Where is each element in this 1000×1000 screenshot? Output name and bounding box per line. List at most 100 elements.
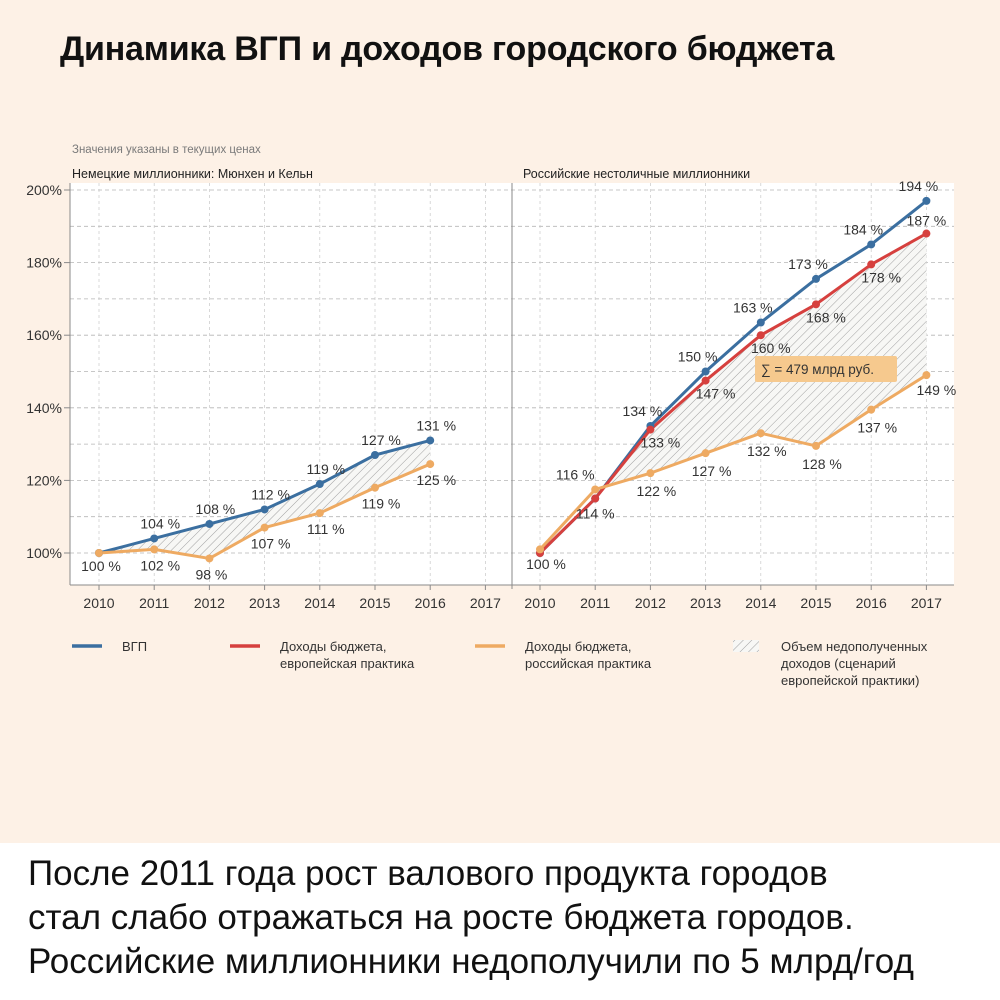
- data-label-gdp: 163 %: [733, 299, 773, 315]
- data-label-budget_ru: 127 %: [692, 463, 732, 479]
- data-point-budget_ru: [205, 554, 214, 563]
- data-point-gdp: [922, 196, 931, 205]
- data-label-budget_ru: 128 %: [802, 456, 842, 472]
- x-tick-label: 2011: [139, 595, 169, 611]
- data-point-budget_ru: [867, 405, 876, 414]
- y-tick-label: 100%: [26, 545, 62, 561]
- legend-label-budget_eu: европейская практика: [280, 656, 415, 671]
- y-tick-label: 140%: [26, 400, 62, 416]
- chart-note: Значения указаны в текущих ценах: [72, 144, 261, 156]
- data-label-budget_eu: 147 %: [696, 386, 736, 402]
- legend-label-budget_ru: Доходы бюджета,: [525, 639, 632, 654]
- data-label-budget_ru: 98 %: [195, 566, 227, 582]
- data-label-gdp: 173 %: [788, 256, 828, 272]
- data-point-gdp: [426, 436, 435, 445]
- data-point-budget_eu: [756, 331, 765, 340]
- caption-line-1: После 2011 года рост валового продукта г…: [28, 854, 828, 893]
- data-label-gdp: 184 %: [843, 221, 883, 237]
- x-tick-label: 2010: [524, 595, 555, 611]
- data-label-budget_ru: 132 %: [747, 443, 787, 459]
- data-point-budget_ru: [95, 549, 103, 557]
- page-title: Динамика ВГП и доходов городского бюджет…: [60, 30, 835, 68]
- legend-label-gdp: ВГП: [122, 639, 147, 654]
- data-point-budget_ru: [536, 545, 544, 554]
- data-label-gdp: 100 %: [526, 556, 566, 572]
- sum-annotation-box: [755, 356, 897, 382]
- data-label-budget_ru: 137 %: [857, 420, 897, 436]
- data-point-budget_ru: [371, 483, 379, 492]
- data-label-budget_eu: 178 %: [861, 269, 901, 285]
- y-tick-label: 180%: [26, 255, 62, 271]
- x-tick-label: 2016: [856, 595, 887, 611]
- series-line-budget_ru: [538, 373, 928, 551]
- data-point-gdp: [371, 450, 379, 459]
- panel-title-left: Немецкие миллионники: Мюнхен и Кельн: [72, 167, 313, 181]
- x-tick-label: 2010: [83, 595, 114, 611]
- x-tick-label: 2017: [911, 595, 942, 611]
- data-label-budget_eu: 114 %: [576, 506, 615, 522]
- data-point-budget_ru: [150, 545, 159, 554]
- x-tick-label: 2012: [194, 595, 225, 611]
- data-label-budget_eu: 160 %: [751, 340, 791, 356]
- data-point-gdp: [756, 318, 765, 327]
- y-tick-label: 160%: [26, 327, 62, 343]
- data-label-budget_ru: 125 %: [416, 472, 456, 488]
- x-tick-label: 2011: [580, 595, 610, 611]
- data-label-budget_ru: 119 %: [362, 496, 401, 512]
- data-label-gdp: 119 %: [306, 461, 345, 477]
- data-label-gdp: 112 %: [251, 486, 290, 502]
- legend-label-budget_eu: Доходы бюджета,: [280, 639, 387, 654]
- data-point-gdp: [315, 480, 324, 489]
- x-tick-label: 2014: [745, 595, 776, 611]
- x-tick-label: 2015: [800, 595, 831, 611]
- data-label-gdp: 104 %: [140, 515, 180, 531]
- data-point-gdp: [867, 240, 876, 249]
- legend-swatch-hatch: [733, 640, 759, 652]
- data-label-gdp: 194 %: [899, 178, 939, 194]
- data-label-budget_ru: 111 %: [307, 521, 345, 537]
- data-label-gdp: 131 %: [416, 417, 456, 433]
- data-point-budget_ru: [315, 509, 324, 518]
- data-point-budget_eu: [867, 260, 876, 269]
- data-label-budget_eu: 133 %: [641, 435, 681, 451]
- legend-label-hatch: доходов (сценарий: [781, 656, 896, 671]
- sum-annotation: ∑ = 479 млрд руб.: [761, 362, 874, 377]
- y-tick-label: 200%: [26, 182, 62, 198]
- data-label-budget_eu: 187 %: [907, 213, 947, 229]
- x-tick-label: 2017: [470, 595, 501, 611]
- panel-title-right: Российские нестоличные миллионники: [523, 167, 750, 181]
- data-point-budget_ru: [646, 469, 655, 478]
- legend-label-budget_ru: российская практика: [525, 656, 652, 671]
- data-point-gdp: [260, 505, 269, 514]
- data-point-budget_eu: [812, 300, 820, 309]
- data-label-gdp: 150 %: [678, 349, 718, 365]
- caption: После 2011 года рост валового продукта г…: [28, 852, 1000, 984]
- y-tick-label: 120%: [26, 472, 62, 488]
- data-label-budget_ru: 116 %: [556, 466, 595, 482]
- data-label-gdp: 100 %: [81, 558, 121, 574]
- data-point-gdp: [812, 274, 820, 283]
- data-point-budget_ru: [260, 523, 269, 532]
- data-point-gdp: [701, 367, 710, 376]
- data-point-budget_ru: [812, 441, 820, 450]
- data-label-budget_ru: 122 %: [637, 483, 677, 499]
- data-point-budget_ru: [701, 449, 710, 458]
- data-label-gdp: 134 %: [623, 403, 663, 419]
- data-label-gdp: 127 %: [361, 432, 401, 448]
- caption-line-3: Российские миллионники недополучили по 5…: [28, 942, 914, 981]
- x-tick-label: 2015: [359, 595, 390, 611]
- x-tick-label: 2014: [304, 595, 335, 611]
- data-point-budget_eu: [701, 376, 710, 385]
- data-label-budget_eu: 168 %: [806, 309, 846, 325]
- data-label-budget_ru: 149 %: [917, 382, 957, 398]
- x-tick-label: 2016: [415, 595, 446, 611]
- x-tick-label: 2013: [249, 595, 280, 611]
- data-label-budget_ru: 102 %: [140, 557, 180, 573]
- legend-label-hatch: Объем недополученных: [781, 639, 928, 654]
- x-tick-label: 2013: [690, 595, 721, 611]
- data-point-budget_ru: [922, 371, 931, 380]
- legend-label-hatch: европейской практики): [781, 673, 919, 688]
- data-point-budget_ru: [426, 460, 435, 469]
- data-point-gdp: [205, 519, 214, 528]
- data-point-budget_ru: [591, 485, 600, 494]
